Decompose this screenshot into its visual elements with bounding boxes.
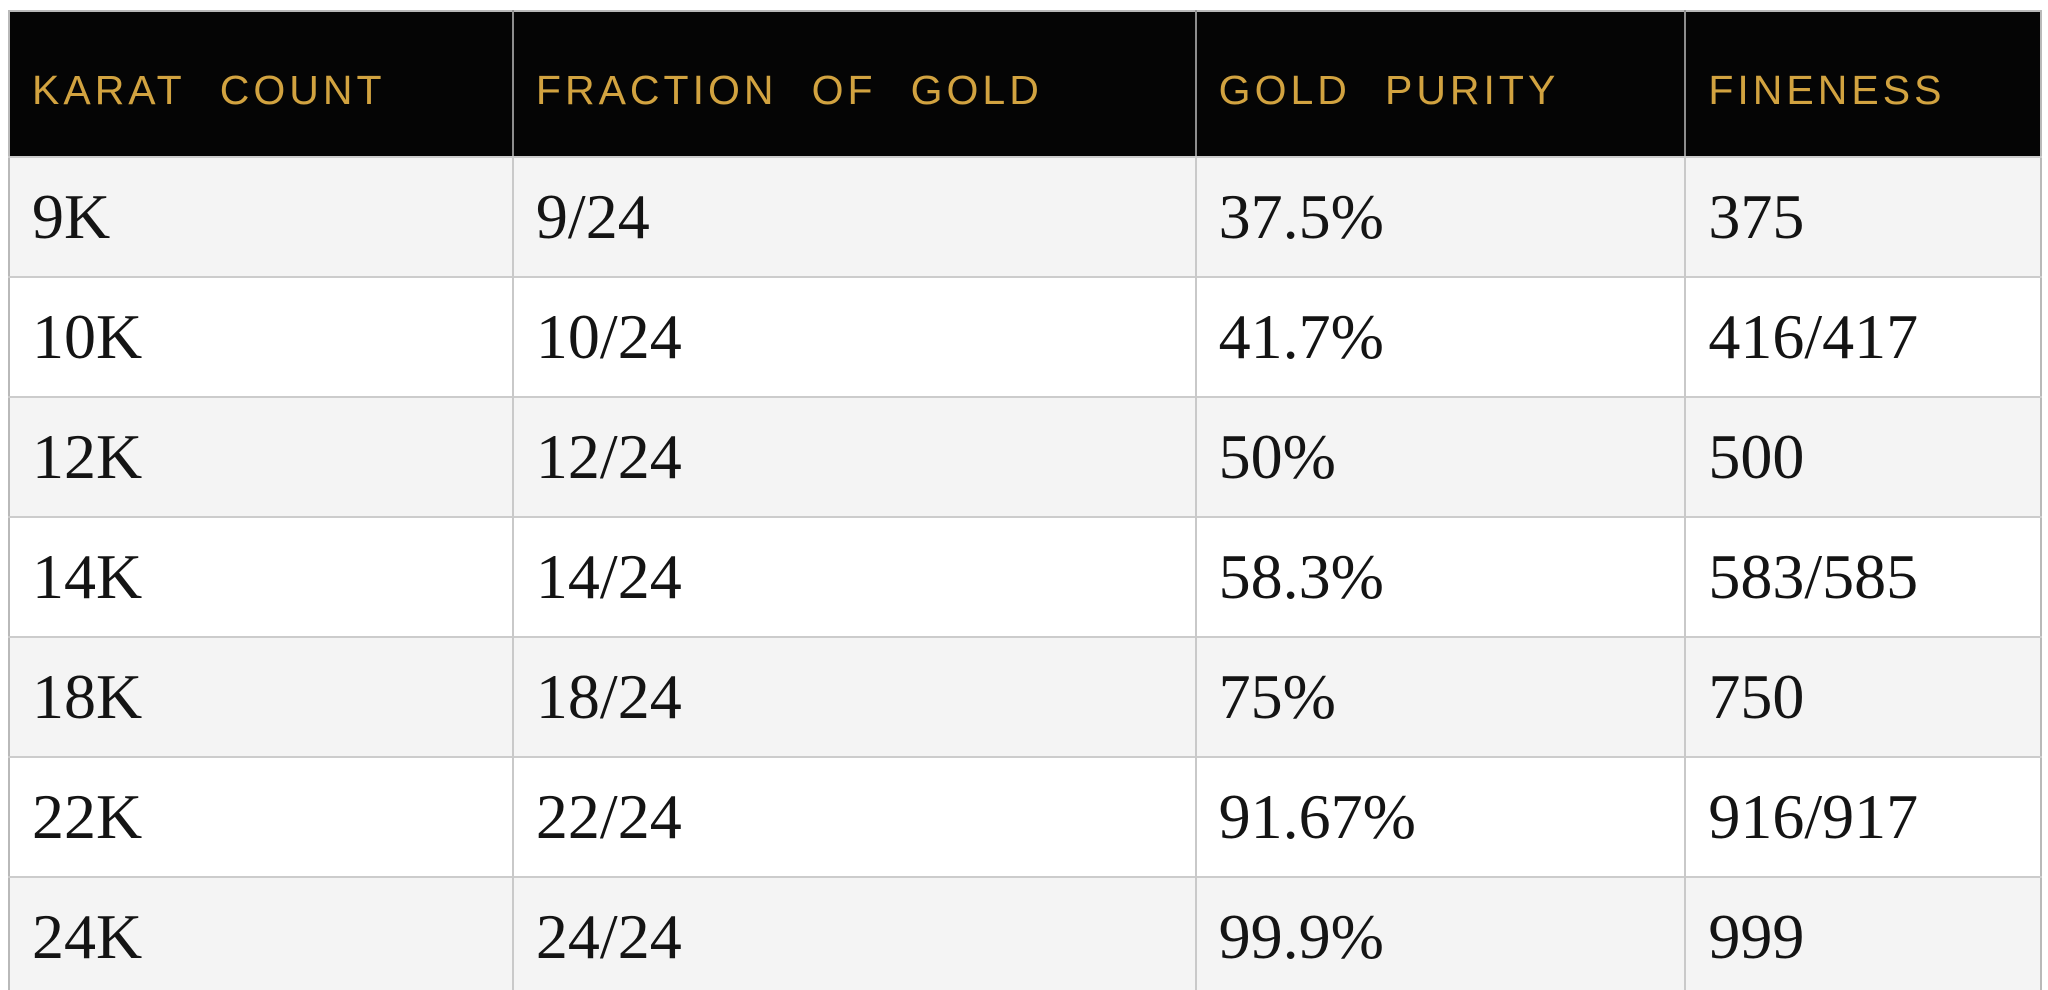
table-cell: 22K [9, 756, 513, 877]
column-header: Fraction of Gold [511, 11, 1196, 158]
table-cell: 583/585 [1684, 516, 2041, 637]
table-row: 9K 9/24 37.5% 375 [9, 156, 2041, 277]
table-row: 22K 22/24 91.67% 916/917 [9, 756, 2041, 877]
table-row: 14K 14/24 58.3% 583/585 [9, 516, 2041, 637]
table-cell: 12/24 [511, 396, 1196, 517]
table-cell: 416/417 [1684, 276, 2041, 397]
table-cell: 750 [1684, 636, 2041, 757]
column-header: Karat Count [9, 11, 513, 158]
table-cell: 24/24 [511, 876, 1196, 990]
table-cell: 14K [9, 516, 513, 637]
table-cell: 24K [9, 876, 513, 990]
table-cell: 9K [9, 156, 513, 277]
table-cell: 10/24 [511, 276, 1196, 397]
table-row: 24K 24/24 99.9% 999 [9, 876, 2041, 990]
table-cell: 500 [1684, 396, 2041, 517]
table-cell: 916/917 [1684, 756, 2041, 877]
column-header: Fineness [1684, 11, 2041, 158]
table-cell: 99.9% [1194, 876, 1686, 990]
table-cell: 58.3% [1194, 516, 1686, 637]
table-cell: 375 [1684, 156, 2041, 277]
table-cell: 14/24 [511, 516, 1196, 637]
table-row: 10K 10/24 41.7% 416/417 [9, 276, 2041, 397]
table-cell: 41.7% [1194, 276, 1686, 397]
table-cell: 75% [1194, 636, 1686, 757]
table-cell: 999 [1684, 876, 2041, 990]
table-cell: 18/24 [511, 636, 1196, 757]
table-cell: 37.5% [1194, 156, 1686, 277]
gold-purity-table: Karat Count Fraction of Gold Gold Purity Fi… [8, 10, 2042, 990]
table-cell: 10K [9, 276, 513, 397]
table-cell: 50% [1194, 396, 1686, 517]
table-cell: 12K [9, 396, 513, 517]
table-header: Karat Count Fraction of Gold Gold Purity Fi… [9, 11, 2041, 158]
column-header: Gold Purity [1194, 11, 1686, 158]
table-cell: 22/24 [511, 756, 1196, 877]
table-cell: 91.67% [1194, 756, 1686, 877]
table-cell: 9/24 [511, 156, 1196, 277]
table-row: 12K 12/24 50% 500 [9, 396, 2041, 517]
table-body: 9K 9/24 37.5% 375 10K 10/24 41.7% 416/417 12K 12/… [9, 156, 2041, 990]
table-row: 18K 18/24 75% 750 [9, 636, 2041, 757]
header-row: Karat Count Fraction of Gold Gold Purity Fi… [9, 11, 2041, 158]
table-cell: 18K [9, 636, 513, 757]
